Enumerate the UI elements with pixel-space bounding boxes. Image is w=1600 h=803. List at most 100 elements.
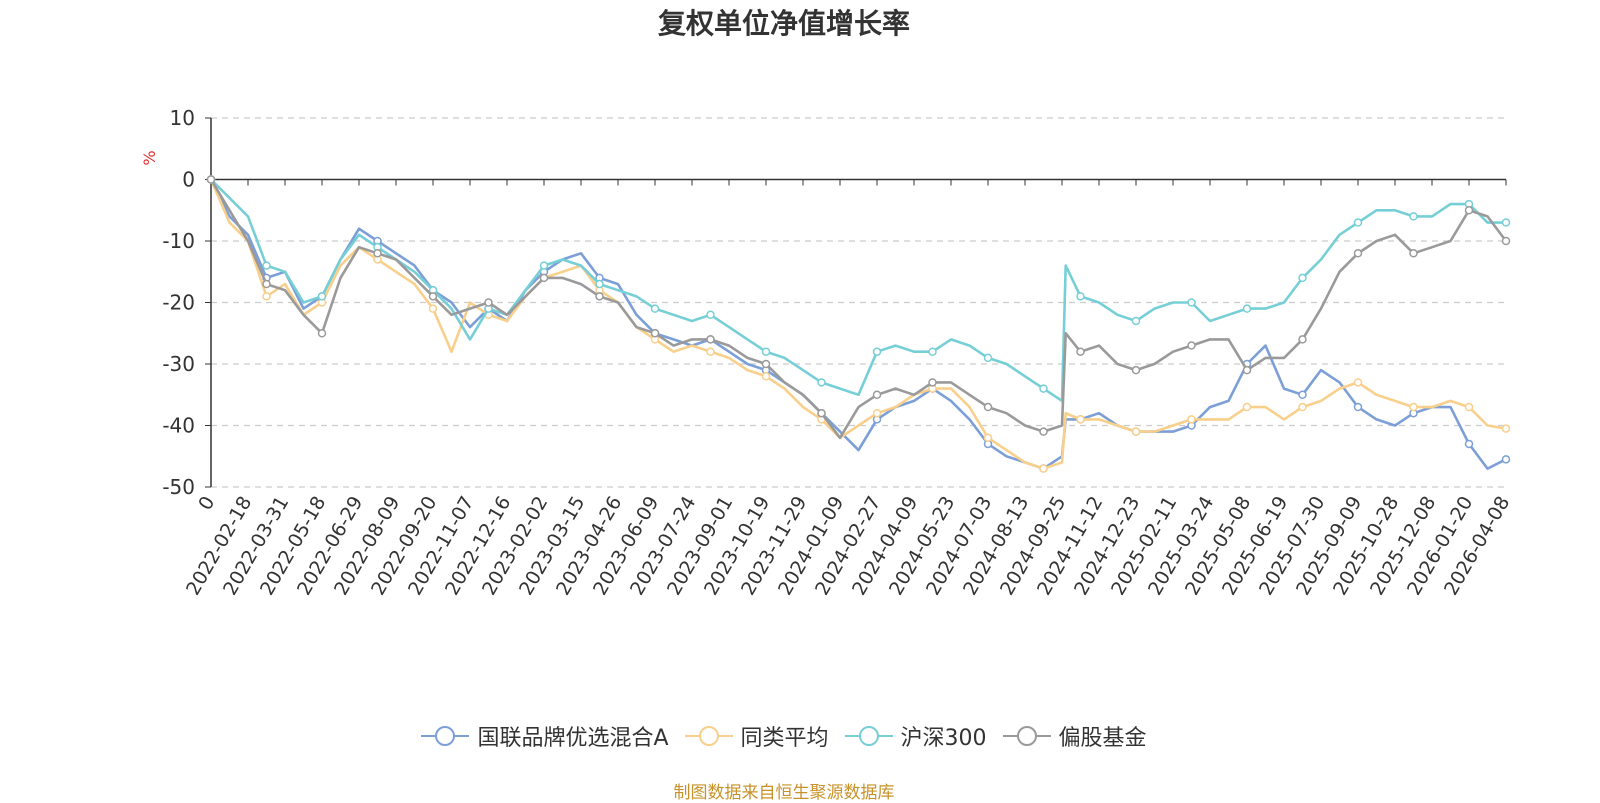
data-point [761,372,771,381]
data-point [706,310,715,320]
data-point [706,335,715,344]
y-axis-label: % [140,150,159,165]
data-point [1464,402,1474,412]
legend-label: 偏股基金 [1058,726,1147,751]
data-point [1353,402,1363,412]
data-point [1242,365,1252,375]
data-point [872,390,882,399]
data-point [761,359,771,369]
data-point [761,347,771,356]
data-point [983,353,993,363]
series-2 [206,175,1511,403]
data-point [262,279,271,289]
data-point [1076,347,1085,356]
data-point [817,378,826,387]
legend-label: 同类平均 [740,726,829,751]
data-point [539,273,549,283]
data-point [1501,455,1511,464]
y-tick-label: 10 [170,106,195,130]
data-point [1501,424,1511,433]
legend-item[interactable]: 同类平均 [684,720,829,752]
data-point [1187,298,1196,307]
data-point [484,298,493,307]
legend-marker-icon [844,726,893,746]
data-point [1409,402,1418,412]
y-tick-label: -40 [162,414,195,438]
legend-label: 沪深300 [900,726,987,751]
data-point [1187,341,1196,350]
data-point [1242,304,1252,313]
grid-lines [211,117,1506,488]
data-point [1187,415,1196,424]
data-point [1298,402,1307,412]
y-tick-label: -30 [162,352,195,376]
data-point [1409,249,1418,258]
data-point [1409,212,1418,221]
legend-item[interactable]: 沪深300 [844,720,987,752]
series-3 [206,175,1511,440]
legend-marker-icon [1002,726,1051,746]
data-point [1298,335,1307,344]
series-line [210,178,1506,403]
data-point [1353,249,1363,258]
data-point [650,304,660,313]
y-tick-label: -20 [162,291,195,315]
legend-item[interactable]: 偏股基金 [1002,720,1147,752]
data-point [872,408,882,418]
data-point [539,261,549,270]
data-point [1076,415,1085,424]
data-point [1131,316,1141,326]
data-point [317,292,327,301]
data-point [1039,384,1048,393]
data-point [1242,402,1252,412]
data-point [872,347,882,356]
data-point [428,304,438,313]
data-point [983,433,993,443]
series-0 [206,175,1511,473]
legend-marker-icon [684,726,733,746]
series-line [209,178,1507,470]
series-lines [206,175,1511,473]
legend-item[interactable]: 国联品牌优选混合A [421,720,669,752]
legend-label: 国联品牌优选混合A [477,726,669,751]
axes: 100-10-20-30-40-5002022-02-182022-03-312… [162,106,1514,599]
series-line [209,178,1508,440]
data-point [706,347,715,356]
data-point [262,261,271,270]
x-tick-label: 0 [194,493,219,514]
chart-legend: 国联品牌优选混合A 同类平均 沪深300 偏股基金 [0,720,1568,754]
data-point [928,378,937,387]
data-point [1076,292,1085,301]
legend-marker-icon [421,726,470,746]
data-point [206,175,216,184]
data-point [1298,390,1307,399]
data-point [817,408,826,418]
data-point [1353,218,1363,227]
data-point [650,329,660,338]
data-point [1131,427,1141,436]
source-note: 制图数据来自恒生聚源数据库 [673,783,895,803]
data-point [317,329,327,338]
data-point [428,292,438,301]
data-point [928,347,937,356]
y-tick-label: -10 [162,229,195,253]
series-1 [206,175,1511,473]
data-point [1501,218,1511,227]
y-tick-label: 0 [182,168,195,192]
data-point [373,249,382,258]
data-point [1464,439,1474,449]
data-point [1039,427,1048,436]
data-point [1353,378,1363,387]
chart-title: 复权单位净值增长率 [657,7,910,40]
data-point [1131,365,1141,375]
data-point [595,292,604,301]
data-point [595,279,604,289]
data-point [983,402,993,412]
data-point [1298,273,1307,283]
data-point [1464,206,1474,215]
data-point [1501,236,1511,246]
y-tick-label: -50 [162,475,195,499]
data-point [1039,464,1048,473]
data-point [262,292,271,301]
